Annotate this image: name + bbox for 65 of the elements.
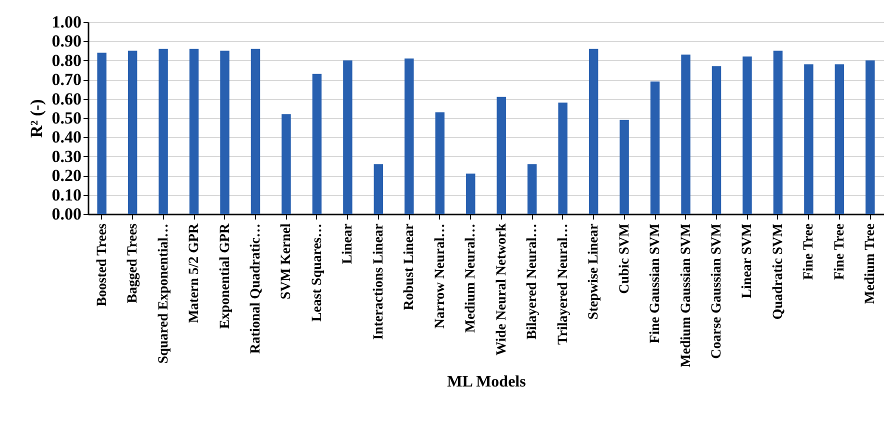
- bar: [97, 52, 106, 214]
- y-tick-label: 0.80: [52, 50, 82, 70]
- x-tick-label: Wide Neural Network: [494, 223, 510, 356]
- y-tick-label: 0.20: [52, 166, 82, 186]
- x-tick-label: Linear: [340, 224, 356, 264]
- bar: [742, 56, 752, 214]
- bar: [343, 60, 352, 214]
- y-tick-label: 0.10: [52, 185, 82, 204]
- y-tick-label: 0.60: [52, 89, 82, 108]
- bar: [158, 48, 168, 214]
- bar: [374, 164, 384, 214]
- y-tick-label: 0.50: [52, 108, 82, 128]
- x-axis-title: ML Models: [447, 373, 526, 390]
- y-axis-title: R² (-): [26, 99, 46, 138]
- bar: [773, 50, 783, 214]
- x-tick-label: Least Squares…: [310, 224, 325, 322]
- x-tick-label: Exponential GPR: [218, 222, 233, 329]
- bar: [466, 174, 476, 214]
- y-tick-label: 0.00: [52, 204, 82, 224]
- bar: [435, 112, 445, 214]
- y-tick-label: 1.00: [52, 12, 82, 32]
- x-tick-label: Trilayered Neural…: [556, 224, 571, 345]
- bar: [620, 120, 629, 214]
- x-tick-label: Narrow Neural…: [432, 224, 448, 329]
- x-tick-label: Medium Tree: [863, 224, 878, 304]
- bar: [496, 96, 506, 214]
- bar: [220, 50, 230, 214]
- bar: [866, 60, 875, 214]
- x-tick-label: Bagged Trees: [126, 222, 141, 304]
- x-tick-label: SVM Kernel: [279, 223, 294, 300]
- x-tick-label: Interactions Linear: [371, 224, 386, 340]
- x-tick-label: Fine Tree: [832, 224, 848, 280]
- x-tick-label: Cubic SVM: [617, 224, 632, 294]
- y-tick-label: 0.70: [52, 70, 82, 90]
- x-tick-label: Stepwise Linear: [586, 224, 602, 320]
- bar: [588, 48, 598, 214]
- y-tick-label: 0.40: [52, 128, 82, 147]
- x-tick-label: Robust Linear: [402, 224, 418, 310]
- bar: [527, 164, 537, 214]
- bar: [128, 50, 138, 214]
- x-tick-label: Squared Exponential…: [156, 224, 172, 364]
- y-tick-label: 0.90: [52, 32, 82, 51]
- bar: [712, 66, 722, 214]
- x-tick-label: Linear SVM: [740, 224, 756, 298]
- x-tick-label: Coarse Gaussian SVM: [710, 224, 724, 359]
- y-tick-label: 0.30: [52, 146, 82, 166]
- bar: [282, 114, 291, 214]
- x-tick-label: Fine Tree: [802, 224, 817, 280]
- bar: [834, 64, 844, 214]
- x-tick-label: Boosted Trees: [94, 222, 110, 306]
- x-tick-label: Matern 5/2 GPR: [187, 222, 202, 324]
- x-tick-label: Bilayered Neural…: [525, 224, 540, 340]
- bar: [558, 102, 568, 214]
- bar: [404, 58, 414, 214]
- x-tick-label: Medium Neural…: [464, 224, 479, 333]
- bar: [312, 74, 322, 214]
- x-tick-label: Medium Gaussian SVM: [678, 224, 694, 368]
- bar: [250, 48, 260, 214]
- bar: [189, 48, 199, 214]
- bar: [681, 54, 690, 214]
- x-tick-label: Fine Gaussian SVM: [648, 224, 664, 344]
- bar: [650, 82, 660, 214]
- x-tick-label: Quadratic SVM: [770, 224, 786, 320]
- x-tick-label: Rational Quadratic…: [248, 224, 264, 354]
- bar: [804, 64, 814, 214]
